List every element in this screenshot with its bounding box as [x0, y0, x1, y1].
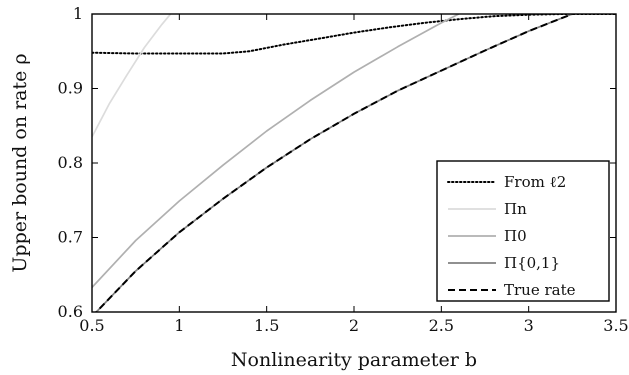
- series-line-2: [92, 14, 460, 288]
- series-line-4: [94, 14, 573, 312]
- legend-label-1: Πn: [504, 200, 527, 218]
- series-line-1: [92, 14, 172, 138]
- y-axis-label: Upper bound on rate ρ: [9, 53, 31, 272]
- series-line-0: [92, 14, 616, 55]
- x-tick-label: 2.5: [429, 316, 454, 335]
- legend-label-4: True rate: [504, 281, 576, 299]
- x-tick-label: 3.5: [603, 316, 628, 335]
- y-tick-label: 0.7: [58, 228, 83, 247]
- tick-labels: 0.5 1 1.5 2 2.5 3 3.5 0.6 0.7 0.8 0.9 1: [58, 4, 629, 335]
- series-lines: [92, 14, 616, 312]
- x-tick-label: 1.5: [254, 316, 279, 335]
- y-tick-label: 0.6: [58, 302, 83, 321]
- x-tick-label: 2: [349, 316, 359, 335]
- y-tick-label: 1: [73, 4, 83, 23]
- x-tick-label: 3: [524, 316, 534, 335]
- x-tick-label: 0.5: [79, 316, 104, 335]
- y-tick-label: 0.9: [58, 79, 83, 98]
- legend-label-0: From ℓ2: [504, 173, 566, 191]
- legend: From ℓ2 Πn Π0 Π{0,1} True rate: [436, 160, 610, 302]
- legend-label-2: Π0: [504, 227, 527, 245]
- plot-frame: [91, 13, 617, 313]
- legend-label-3: Π{0,1}: [504, 254, 560, 272]
- y-tick-label: 0.8: [58, 153, 83, 172]
- x-axis-label: Nonlinearity parameter b: [231, 349, 477, 371]
- legend-box: [436, 160, 610, 302]
- legend-items: From ℓ2 Πn Π0 Π{0,1} True rate: [447, 173, 576, 299]
- x-tick-label: 1: [174, 316, 184, 335]
